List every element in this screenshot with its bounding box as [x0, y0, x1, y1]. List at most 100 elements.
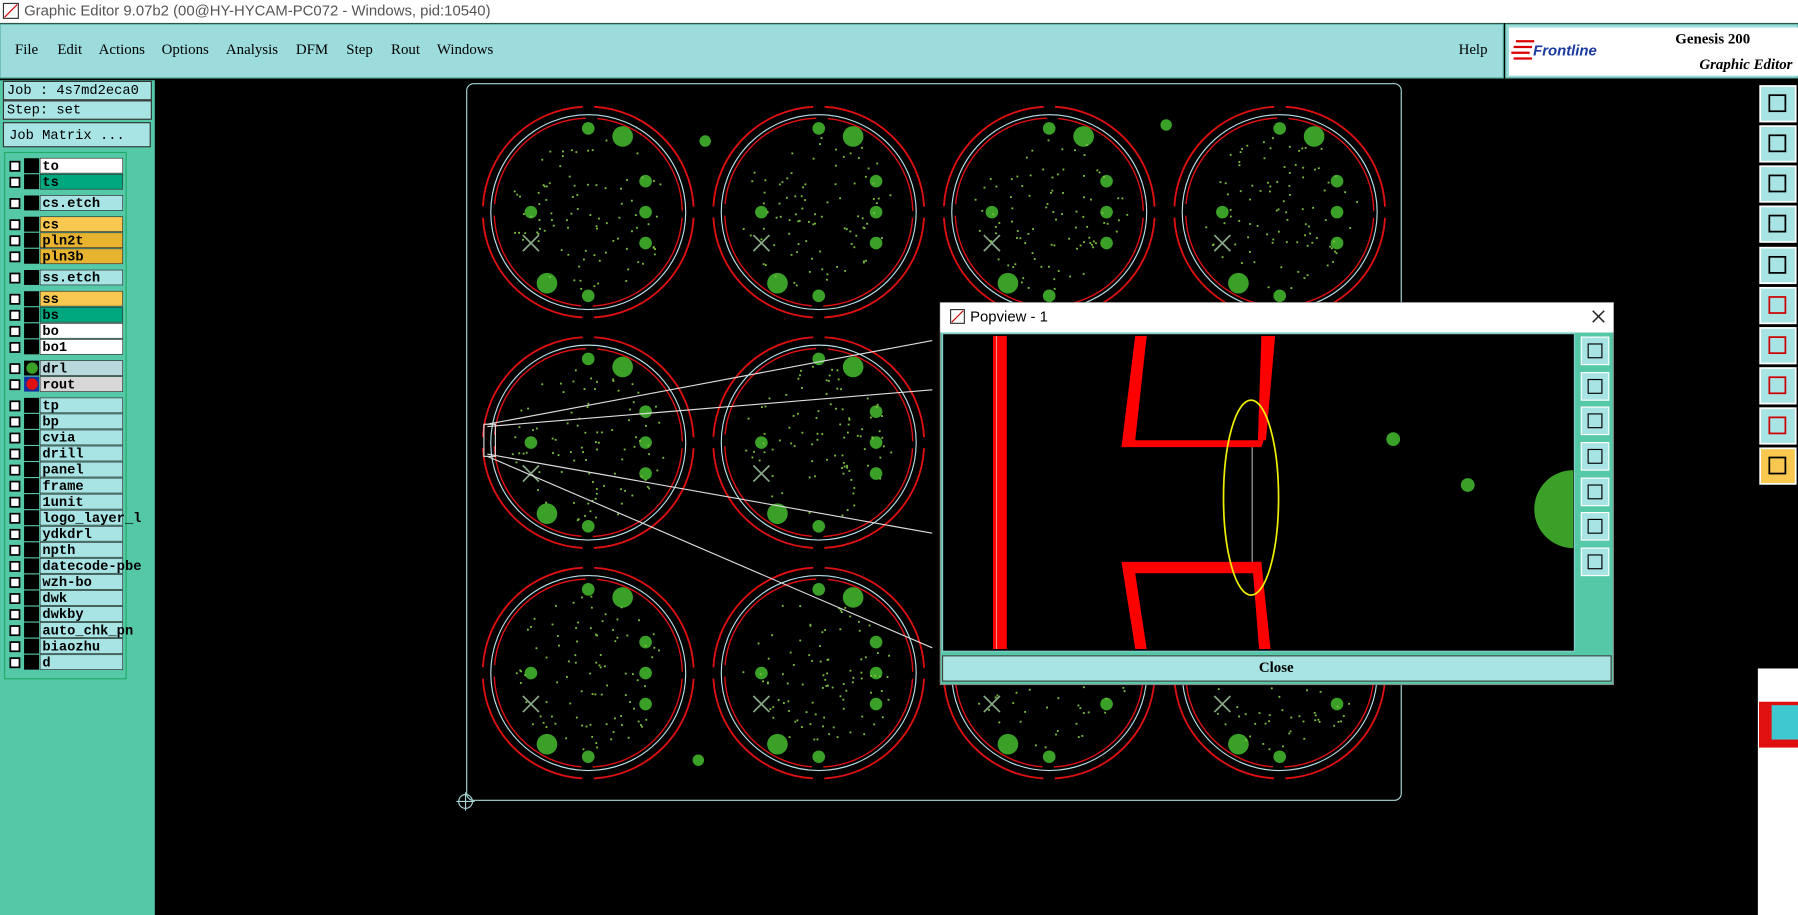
layer-name[interactable]: rout: [42, 378, 75, 393]
popview-tool[interactable]: [1580, 511, 1610, 541]
tool-button[interactable]: [1759, 367, 1797, 405]
layer-name-box[interactable]: [39, 558, 124, 574]
layer-name-box[interactable]: [39, 445, 124, 462]
layer-name[interactable]: wzh-bo: [42, 575, 92, 591]
layer-name-box[interactable]: [39, 173, 124, 190]
layer-checkbox[interactable]: [9, 432, 21, 444]
popview-close-button[interactable]: [942, 655, 1612, 682]
menu-item[interactable]: Edit: [57, 42, 83, 58]
tool-button[interactable]: [1759, 85, 1797, 123]
layer-checkbox[interactable]: [9, 512, 21, 524]
layer-name[interactable]: npth: [42, 543, 75, 559]
layer-name-box[interactable]: [39, 622, 124, 638]
layer-checkbox[interactable]: [9, 657, 21, 669]
layer-name[interactable]: cs.etch: [42, 196, 100, 212]
layer-name[interactable]: dwk: [42, 591, 67, 607]
layer-name[interactable]: pln2t: [42, 233, 83, 249]
layer-checkbox[interactable]: [9, 641, 21, 653]
tool-button[interactable]: [1759, 125, 1797, 163]
layer-name[interactable]: bo1: [42, 340, 67, 356]
layer-name[interactable]: panel: [42, 463, 83, 479]
layer-name-box[interactable]: [39, 360, 124, 376]
layer-checkbox[interactable]: [9, 379, 21, 391]
layer-name-box[interactable]: [39, 323, 124, 339]
layer-name-box[interactable]: [39, 195, 124, 211]
layer-checkbox[interactable]: [9, 464, 21, 476]
layer-name-box[interactable]: [39, 574, 124, 590]
layer-name-box[interactable]: [39, 339, 124, 355]
layer-name-box[interactable]: [39, 525, 124, 542]
layer-checkbox[interactable]: [9, 496, 21, 508]
layer-checkbox[interactable]: [9, 293, 21, 305]
layer-name-box[interactable]: [39, 413, 124, 430]
layer-checkbox[interactable]: [9, 160, 21, 172]
layer-name[interactable]: drl: [42, 361, 67, 377]
layer-name-box[interactable]: [39, 290, 124, 307]
tool-button[interactable]: [1759, 205, 1797, 243]
popview-tool[interactable]: [1580, 336, 1610, 366]
layer-name[interactable]: ss.etch: [42, 271, 100, 287]
layer-name-box[interactable]: [39, 654, 124, 670]
layer-checkbox[interactable]: [9, 325, 21, 337]
menu-item[interactable]: Analysis: [226, 42, 278, 58]
popview-tool[interactable]: [1580, 477, 1610, 507]
layer-name[interactable]: logo_layer_l: [42, 511, 141, 527]
popview-close-label[interactable]: Close: [1259, 660, 1294, 676]
layer-checkbox[interactable]: [9, 625, 21, 637]
layer-name-box[interactable]: [39, 590, 124, 606]
layer-name[interactable]: d: [42, 655, 50, 671]
layer-checkbox[interactable]: [9, 609, 21, 621]
layer-name[interactable]: bp: [42, 415, 59, 431]
layer-checkbox[interactable]: [9, 577, 21, 588]
layer-name-box[interactable]: [39, 509, 124, 526]
tool-button[interactable]: [1759, 165, 1797, 203]
layer-name[interactable]: cvia: [42, 431, 75, 447]
layer-name[interactable]: drill: [42, 447, 83, 463]
layer-checkbox[interactable]: [9, 251, 21, 263]
layer-checkbox[interactable]: [9, 309, 21, 321]
layer-name-box[interactable]: [39, 429, 124, 446]
layer-name[interactable]: biaozhu: [42, 639, 100, 655]
layer-name-box[interactable]: [39, 493, 124, 510]
layer-name[interactable]: tp: [42, 400, 59, 415]
tool-button[interactable]: [1759, 407, 1797, 445]
layer-name[interactable]: auto_chk_pn: [42, 623, 133, 639]
menu-item[interactable]: DFM: [296, 42, 328, 58]
layer-name-box[interactable]: [39, 638, 124, 654]
layer-checkbox[interactable]: [9, 400, 21, 412]
layer-checkbox[interactable]: [9, 176, 21, 188]
menu-item[interactable]: Rout: [391, 42, 421, 58]
layer-name-box[interactable]: [39, 461, 124, 478]
menu-help[interactable]: Help: [1459, 42, 1488, 58]
popview-tool[interactable]: [1580, 547, 1610, 577]
popview-tool[interactable]: [1580, 372, 1610, 401]
layer-checkbox[interactable]: [9, 480, 21, 492]
layer-name[interactable]: datecode-pbe: [42, 559, 141, 575]
layer-name[interactable]: pln3b: [42, 249, 83, 265]
layer-name-box[interactable]: [39, 306, 124, 323]
layer-name-box[interactable]: [39, 269, 124, 286]
layer-name[interactable]: 1unit: [42, 495, 83, 511]
layer-checkbox[interactable]: [9, 528, 21, 540]
menu-item[interactable]: File: [15, 42, 39, 58]
layer-name[interactable]: bs: [42, 308, 59, 324]
layer-name[interactable]: ydkdrl: [42, 527, 92, 543]
layer-checkbox[interactable]: [9, 544, 21, 556]
tool-button[interactable]: [1759, 246, 1797, 285]
layer-name[interactable]: ss: [42, 293, 59, 308]
menu-item[interactable]: Actions: [99, 42, 146, 58]
layer-name-box[interactable]: [39, 376, 124, 392]
layer-name-box[interactable]: [39, 542, 124, 558]
layer-name[interactable]: to: [42, 160, 59, 175]
popview-tool[interactable]: [1580, 442, 1610, 471]
popview-tool[interactable]: [1580, 406, 1610, 436]
layer-name-box[interactable]: [39, 397, 124, 414]
layer-name-box[interactable]: [39, 248, 124, 265]
layer-name-box[interactable]: [39, 232, 124, 249]
menu-item[interactable]: Options: [162, 42, 209, 58]
layer-name-box[interactable]: [39, 216, 124, 232]
layer-checkbox[interactable]: [9, 341, 21, 353]
layer-checkbox[interactable]: [9, 198, 21, 209]
layer-checkbox[interactable]: [9, 235, 21, 247]
layer-checkbox[interactable]: [9, 219, 21, 231]
